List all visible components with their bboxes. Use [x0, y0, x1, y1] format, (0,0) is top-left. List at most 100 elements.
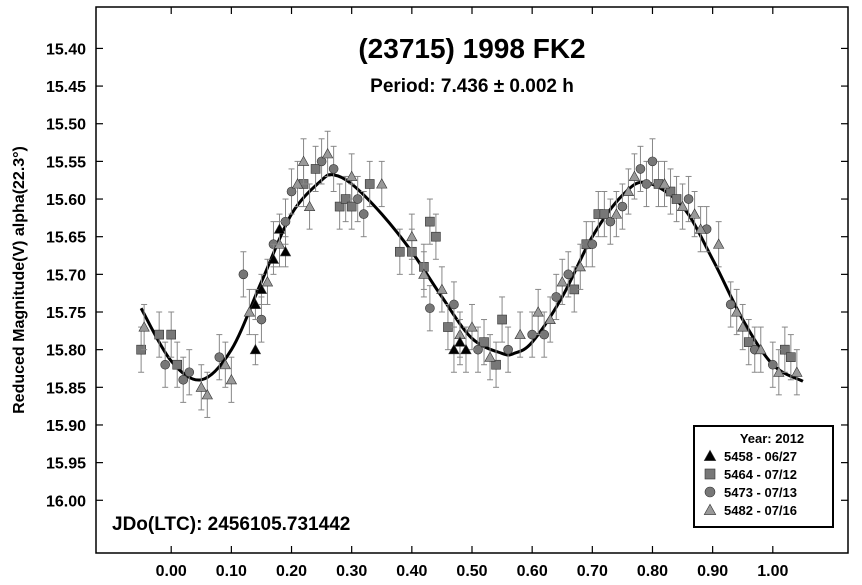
data-point — [243, 306, 256, 317]
y-tick-label: 15.60 — [46, 192, 86, 209]
data-point — [261, 276, 274, 287]
data-point — [279, 245, 292, 257]
y-tick-label: 15.40 — [46, 41, 86, 58]
data-point — [605, 216, 616, 227]
data-point — [436, 283, 448, 294]
y-tick-label: 15.65 — [46, 230, 86, 247]
y-tick-label: 15.85 — [46, 380, 86, 397]
data-point — [587, 239, 598, 250]
data-point — [418, 268, 430, 279]
data-point — [376, 178, 388, 189]
x-tick-label: 0.40 — [396, 563, 427, 580]
data-point — [249, 298, 262, 309]
data-point — [238, 269, 249, 280]
y-tick-label: 15.50 — [46, 117, 86, 134]
y-tick-label: 15.70 — [46, 267, 86, 284]
data-point — [291, 178, 304, 189]
x-tick-label: 0.90 — [697, 563, 728, 580]
data-point — [688, 208, 701, 219]
data-point — [195, 381, 207, 392]
data-point — [556, 276, 568, 287]
y-tick-label: 15.75 — [46, 305, 86, 322]
data-point — [214, 352, 225, 362]
legend-entry-label: 5482 - 07/16 — [724, 503, 797, 518]
data-point — [737, 321, 749, 332]
data-point — [786, 352, 796, 362]
data-point — [255, 283, 268, 294]
data-point — [563, 269, 574, 280]
data-point — [166, 329, 176, 340]
y-tick-label: 15.90 — [46, 418, 86, 435]
data-point — [466, 321, 478, 332]
legend-title: Year: 2012 — [740, 431, 804, 446]
data-point — [267, 253, 280, 264]
data-point — [201, 389, 213, 400]
data-point — [503, 344, 513, 355]
data-point — [635, 164, 646, 174]
data-point — [449, 299, 459, 310]
data-point — [791, 366, 803, 377]
data-point — [346, 201, 357, 212]
legend-marker — [704, 486, 716, 498]
legend: Year: 2012 5458 - 06/27 5464 - 07/12 5473 … — [693, 425, 834, 528]
y-tick-label: 16.00 — [46, 493, 86, 510]
y-tick-label: 15.45 — [46, 79, 86, 96]
data-point — [743, 337, 754, 347]
chart-subtitle: Period: 7.436 ± 0.002 h — [370, 76, 574, 97]
data-point — [514, 328, 526, 340]
data-point — [484, 351, 496, 362]
legend-entry-label: 5473 - 07/13 — [724, 485, 797, 500]
data-point — [491, 359, 501, 370]
data-point — [617, 201, 628, 212]
data-point — [334, 201, 345, 212]
data-point — [358, 209, 369, 219]
data-point — [574, 261, 586, 272]
data-point — [454, 336, 466, 347]
data-point — [712, 238, 725, 249]
x-tick-label: 0.70 — [577, 563, 608, 580]
data-point — [321, 148, 334, 159]
data-point — [622, 185, 635, 196]
data-point — [328, 164, 339, 174]
data-point — [773, 366, 785, 377]
data-point — [497, 314, 507, 325]
legend-entry-label: 5458 - 06/27 — [724, 449, 797, 464]
data-point — [767, 359, 778, 370]
data-point — [671, 194, 682, 204]
data-point — [425, 303, 435, 314]
data-point — [184, 367, 195, 378]
x-tick-label: 1.00 — [757, 563, 788, 580]
data-point — [725, 299, 736, 310]
data-point — [755, 343, 767, 355]
y-axis-label: Reduced Magnitude(V) alpha(22.3°) — [11, 146, 28, 414]
data-point — [647, 156, 658, 167]
data-point — [154, 329, 164, 340]
data-point — [532, 306, 544, 317]
data-point — [178, 374, 189, 385]
data-point — [225, 373, 238, 385]
data-point — [345, 170, 358, 181]
data-point — [665, 186, 676, 197]
epoch-annotation: JDo(LTC): 2456105.731442 — [112, 514, 350, 535]
data-point — [310, 164, 321, 174]
data-point — [460, 343, 472, 355]
x-tick-label: 0.00 — [156, 563, 187, 580]
legend-entries: 5458 - 06/27 5464 - 07/12 5473 - 07/13 5482… — [703, 449, 797, 518]
x-tick-label: 0.50 — [456, 563, 487, 580]
data-point — [544, 313, 556, 324]
legend-marker — [704, 468, 716, 480]
y-tick-label: 15.55 — [46, 154, 86, 171]
data-point — [425, 216, 435, 227]
data-point — [628, 170, 641, 181]
data-point — [479, 337, 489, 347]
data-point — [448, 343, 460, 355]
x-tick-label: 0.20 — [276, 563, 307, 580]
data-point — [297, 155, 310, 166]
data-point — [172, 359, 183, 370]
x-tick-label: 0.10 — [216, 563, 247, 580]
data-point — [364, 179, 375, 189]
legend-box — [693, 425, 834, 528]
chart-title: (23715) 1998 FK2 — [358, 33, 585, 64]
data-point — [303, 200, 316, 212]
